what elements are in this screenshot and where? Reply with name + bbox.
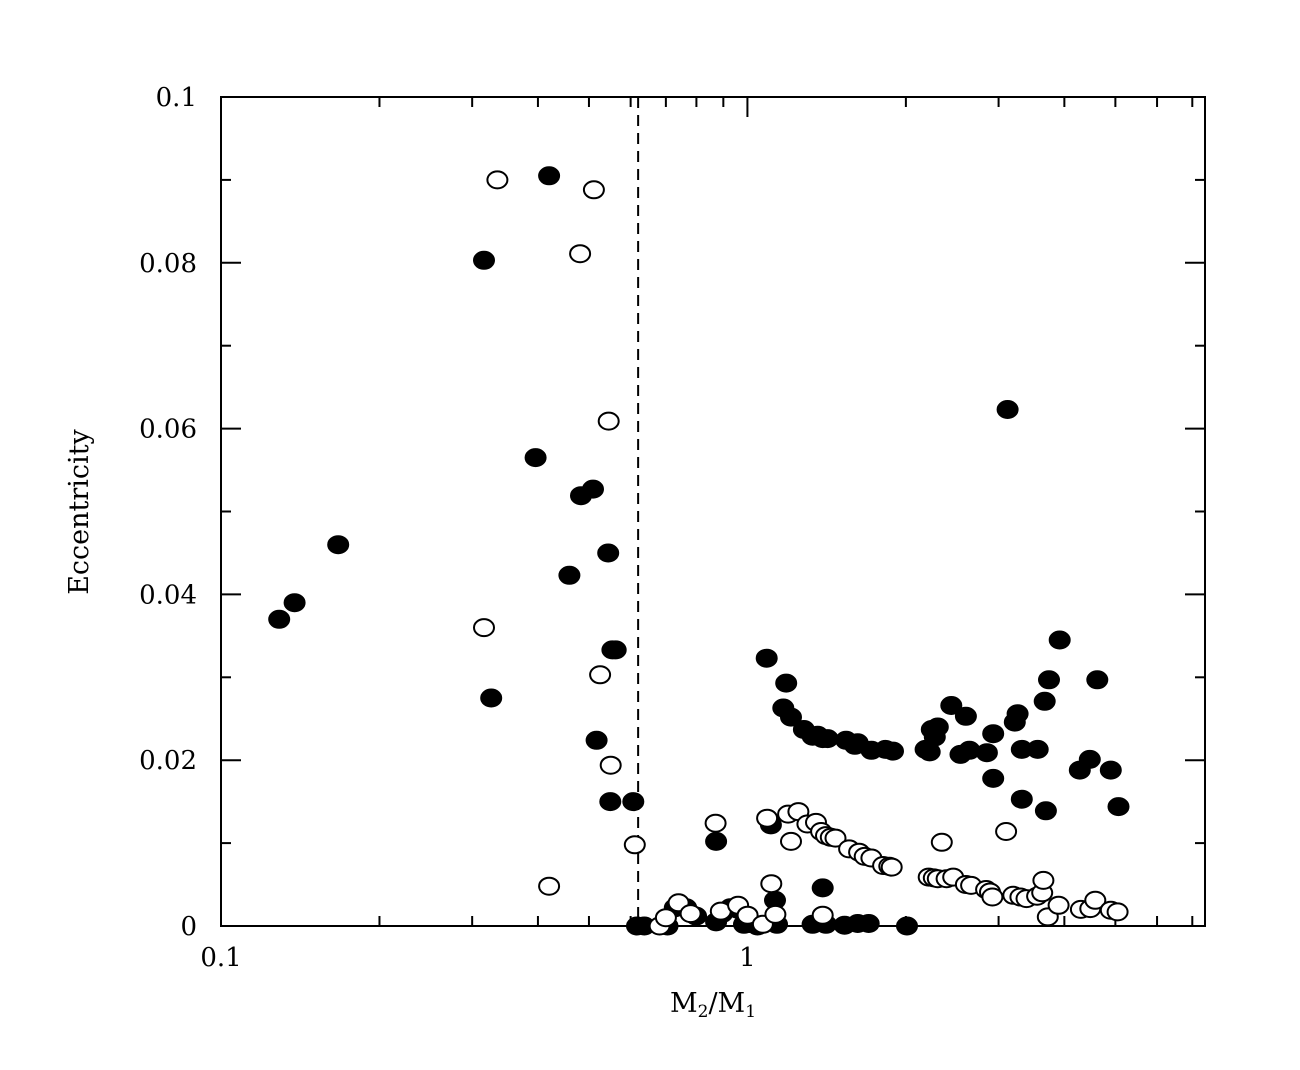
filled-point bbox=[582, 479, 604, 499]
axes bbox=[220, 96, 1206, 927]
filled-point bbox=[480, 688, 503, 708]
filled-point bbox=[982, 768, 1005, 788]
filled-point bbox=[1038, 670, 1060, 690]
open-point bbox=[756, 808, 779, 828]
open-point bbox=[1106, 902, 1129, 922]
open-point bbox=[1032, 870, 1055, 890]
filled-point bbox=[1033, 691, 1056, 711]
open-point bbox=[654, 908, 677, 928]
filled-point bbox=[604, 640, 627, 660]
filled-point bbox=[524, 448, 547, 468]
filled-point bbox=[1078, 749, 1101, 769]
open-point bbox=[473, 618, 495, 638]
data-points bbox=[268, 166, 1130, 936]
filled-point bbox=[896, 916, 918, 936]
filled-point bbox=[599, 792, 622, 812]
x-tick-label: 1 bbox=[739, 943, 756, 973]
open-point bbox=[538, 876, 561, 896]
y-tick-label: 0.1 bbox=[156, 83, 197, 113]
filled-point bbox=[1086, 670, 1109, 690]
x-axis-title-sub-1: 1 bbox=[745, 1002, 756, 1022]
filled-point bbox=[473, 250, 495, 270]
filled-point bbox=[538, 166, 561, 186]
filled-point bbox=[755, 648, 778, 668]
filled-point bbox=[327, 535, 350, 555]
tick-labels: 0 0.02 0.04 0.06 0.08 0.1 0.1 1 bbox=[139, 83, 756, 973]
x-axis-title-m2: M bbox=[670, 988, 698, 1019]
open-point bbox=[824, 828, 847, 848]
filled-point bbox=[1048, 630, 1071, 650]
filled-point bbox=[597, 543, 620, 563]
open-point bbox=[599, 755, 622, 775]
y-tick-label: 0.06 bbox=[139, 415, 197, 445]
y-tick-label: 0.04 bbox=[139, 580, 197, 610]
filled-point bbox=[283, 593, 306, 613]
open-point bbox=[981, 887, 1004, 907]
filled-point bbox=[780, 707, 802, 727]
filled-point bbox=[926, 717, 949, 737]
filled-point bbox=[940, 696, 963, 715]
x-tick-label: 0.1 bbox=[200, 943, 241, 973]
filled-point bbox=[816, 729, 839, 749]
open-point bbox=[704, 813, 727, 833]
x-axis-title-sep: /M bbox=[708, 988, 745, 1019]
x-axis-title-sub-2: 2 bbox=[698, 1002, 709, 1022]
filled-point bbox=[857, 914, 880, 933]
y-tick-label: 0 bbox=[180, 912, 197, 942]
open-point bbox=[760, 874, 783, 894]
open-point bbox=[811, 905, 834, 925]
open-point bbox=[995, 822, 1018, 841]
y-tick-label: 0.02 bbox=[139, 746, 197, 776]
open-point bbox=[679, 904, 702, 924]
filled-point bbox=[982, 724, 1005, 744]
filled-point bbox=[1107, 797, 1130, 817]
filled-point bbox=[622, 792, 645, 812]
plot-frame bbox=[220, 96, 1206, 927]
filled-point bbox=[811, 878, 834, 898]
filled-point bbox=[1006, 704, 1029, 724]
open-point bbox=[486, 170, 509, 190]
open-point bbox=[589, 665, 612, 685]
y-tick-label: 0.08 bbox=[139, 249, 197, 279]
filled-point bbox=[1026, 739, 1049, 759]
filled-point bbox=[882, 741, 904, 761]
open-point bbox=[764, 904, 787, 924]
open-point bbox=[780, 831, 802, 851]
y-axis-title: Eccentricity bbox=[64, 428, 95, 594]
filled-point bbox=[1034, 801, 1057, 821]
filled-point bbox=[954, 706, 977, 726]
filled-point bbox=[1010, 789, 1033, 809]
filled-point bbox=[705, 831, 728, 851]
filled-point bbox=[975, 743, 998, 763]
open-point bbox=[597, 411, 620, 431]
open-point bbox=[930, 832, 953, 852]
open-point bbox=[582, 180, 605, 200]
filled-point bbox=[268, 609, 291, 629]
open-point bbox=[1047, 895, 1070, 915]
open-point bbox=[880, 857, 903, 877]
filled-point bbox=[996, 400, 1019, 419]
open-point bbox=[569, 244, 592, 264]
open-point bbox=[623, 835, 646, 855]
open-point bbox=[1084, 890, 1107, 910]
filled-point bbox=[1099, 760, 1122, 780]
open-point bbox=[736, 905, 759, 925]
filled-point bbox=[775, 673, 798, 693]
filled-point bbox=[558, 565, 581, 585]
x-axis-title: M2/M1 bbox=[670, 988, 756, 1022]
filled-point bbox=[585, 730, 608, 750]
